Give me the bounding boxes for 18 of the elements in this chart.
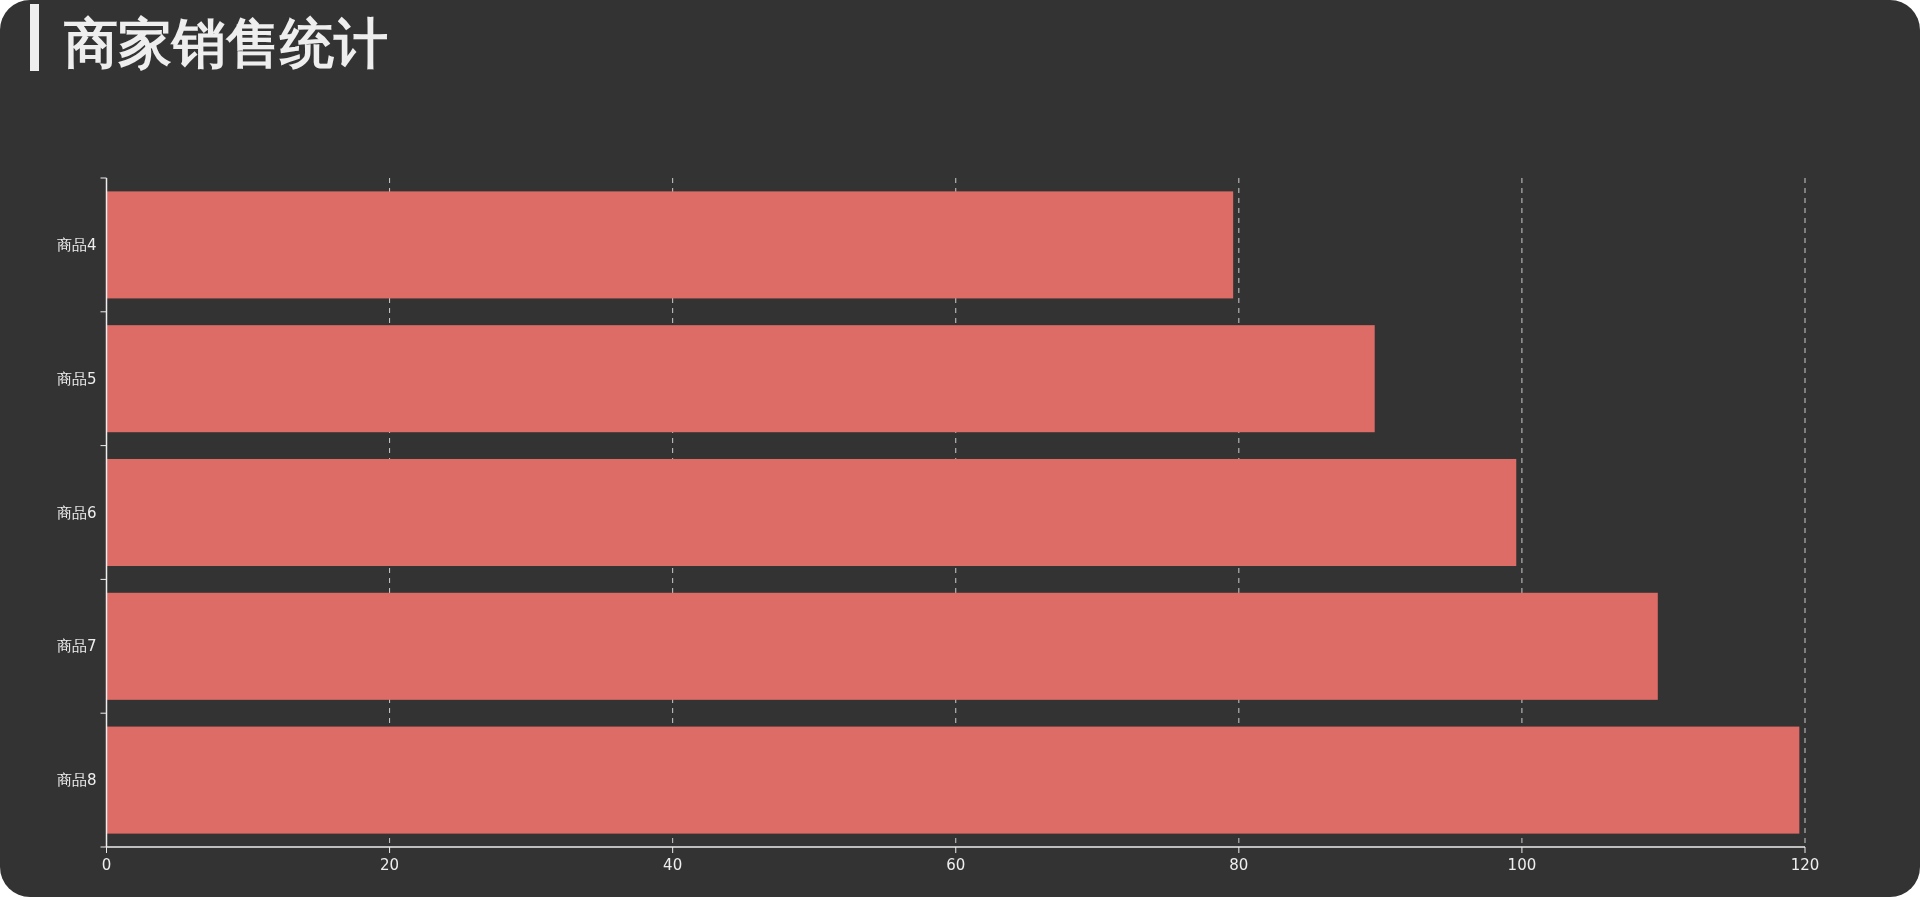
y-tick-label: 商品8 — [56, 771, 97, 790]
bar — [106, 325, 1375, 433]
x-tick-label: 80 — [1229, 856, 1249, 874]
y-tick-label: 商品6 — [56, 503, 97, 522]
bar — [106, 458, 1517, 567]
x-tick-label: 120 — [1790, 856, 1820, 874]
chart-title: 商家销售统计 — [64, 12, 388, 75]
y-tick-label: 商品4 — [56, 235, 97, 254]
x-tick-label: 40 — [663, 856, 683, 874]
x-tick-label: 0 — [101, 856, 112, 874]
y-tick-label: 商品7 — [56, 637, 97, 656]
y-tick-label: 商品5 — [56, 369, 97, 388]
bar — [106, 191, 1234, 299]
bar — [106, 726, 1800, 834]
bar — [106, 592, 1658, 700]
x-tick-label: 60 — [946, 856, 966, 874]
x-tick-label: 20 — [380, 856, 400, 874]
x-tick-label: 100 — [1507, 856, 1537, 874]
